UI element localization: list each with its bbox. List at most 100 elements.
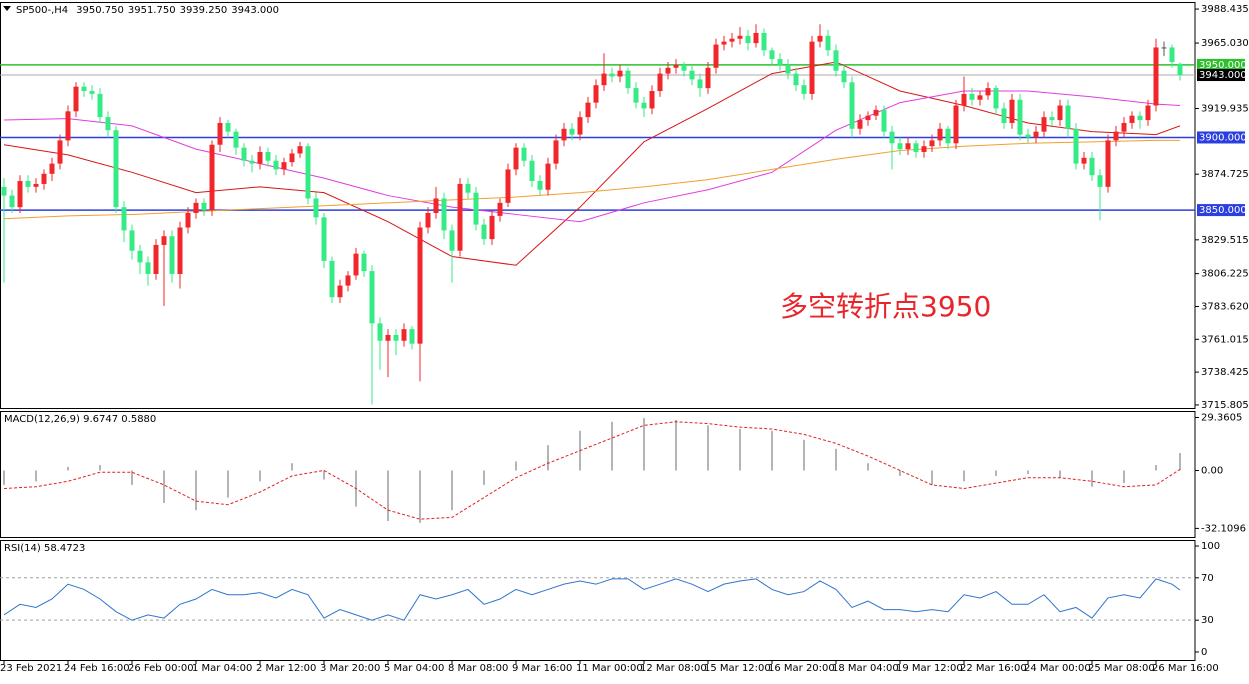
y-tick-label: 3874.725 xyxy=(1201,169,1249,180)
candle-body xyxy=(1025,134,1031,138)
candle-body xyxy=(521,147,527,161)
candle-body xyxy=(73,86,79,112)
candle-body xyxy=(497,202,503,216)
candle-body xyxy=(273,160,279,170)
candle-body xyxy=(945,128,951,144)
candle-body xyxy=(345,275,351,286)
candle-body xyxy=(585,102,591,118)
last-price-label: 3943.000 xyxy=(1199,70,1247,81)
candle-body xyxy=(825,35,831,51)
header-value: 3950.750 xyxy=(76,5,124,16)
candle-body xyxy=(681,64,687,71)
candle-body xyxy=(705,67,711,89)
candle-body xyxy=(401,329,407,341)
candle-body xyxy=(385,334,391,341)
candle-body xyxy=(33,183,39,187)
candle-body xyxy=(1089,157,1095,176)
candle-body xyxy=(849,82,855,129)
candle-body xyxy=(529,160,535,182)
candle-body xyxy=(1001,108,1007,123)
y-tick-label: 3988.435 xyxy=(1201,4,1249,15)
x-tick-label: 11 Mar 00:00 xyxy=(576,663,643,674)
x-tick-label: 9 Mar 16:00 xyxy=(512,663,572,674)
candle-body xyxy=(353,253,359,276)
candle-body xyxy=(433,198,439,213)
candle-body xyxy=(337,285,343,298)
candle-body xyxy=(593,85,599,103)
candle-body xyxy=(105,117,111,131)
candle-body xyxy=(1137,115,1143,121)
indicator-title: MACD(12,26,9) 9.6747 0.5880 xyxy=(4,414,156,425)
candle-body xyxy=(1057,105,1063,121)
x-tick-label: 23 Feb 2021 xyxy=(0,663,62,674)
x-tick-label: 24 Feb 16:00 xyxy=(64,663,130,674)
header-value: 3939.250 xyxy=(180,5,228,16)
candle-body xyxy=(777,59,783,65)
x-tick-label: 18 Mar 04:00 xyxy=(832,663,899,674)
panel-frame xyxy=(0,540,1196,661)
candle-body xyxy=(545,163,551,190)
candle-body xyxy=(465,183,471,193)
candle-body xyxy=(753,32,759,44)
candle-body xyxy=(865,115,871,121)
indicator-title: SP500-,H4 xyxy=(16,5,68,16)
candle-body xyxy=(489,215,495,240)
candle-body xyxy=(25,181,31,187)
candle-body xyxy=(1065,105,1071,129)
x-tick-label: 26 Feb 00:00 xyxy=(128,663,194,674)
candle-body xyxy=(305,146,311,199)
candle-body xyxy=(457,183,463,251)
candle-body xyxy=(729,38,735,42)
candle-body xyxy=(577,117,583,135)
candle-body xyxy=(513,147,519,170)
candle-body xyxy=(785,64,791,74)
candle-body xyxy=(561,128,567,141)
candle-body xyxy=(449,230,455,251)
moving-average xyxy=(3,61,1181,266)
candle-body xyxy=(329,260,335,298)
candle-body xyxy=(1097,175,1103,187)
candle-body xyxy=(1073,128,1079,164)
candle-body xyxy=(209,144,215,211)
candle-body xyxy=(673,64,679,68)
candle-body xyxy=(1113,131,1119,141)
candle-body xyxy=(1121,122,1127,132)
y-tick-label: 3919.935 xyxy=(1201,104,1249,115)
candle-body xyxy=(689,70,695,80)
y-tick-label: -32.1096 xyxy=(1201,523,1246,534)
candle-body xyxy=(201,202,207,211)
candle-body xyxy=(817,35,823,42)
candle-body xyxy=(993,88,999,109)
candle-body xyxy=(1017,99,1023,135)
candle-body xyxy=(169,236,175,274)
level-box xyxy=(1197,204,1245,217)
candle-body xyxy=(1,186,7,196)
candle-body xyxy=(257,151,263,164)
candle-body xyxy=(1033,131,1039,138)
candle-body xyxy=(841,70,847,83)
candle-body xyxy=(913,143,919,152)
candle-body xyxy=(1081,157,1087,164)
x-tick-label: 5 Mar 04:00 xyxy=(384,663,444,674)
candle-body xyxy=(113,130,119,208)
candle-body xyxy=(193,202,199,213)
candle-body xyxy=(265,151,271,161)
panel-frame xyxy=(0,2,1196,409)
candle-body xyxy=(249,160,255,164)
y-tick-label: 30 xyxy=(1201,615,1214,626)
x-tick-label: 25 Mar 08:00 xyxy=(1088,663,1155,674)
candle-body xyxy=(809,41,815,94)
x-tick-label: 26 Mar 16:00 xyxy=(1152,663,1219,674)
header-value: 3951.750 xyxy=(128,5,176,16)
candle-body xyxy=(1145,105,1151,121)
candle-body xyxy=(1177,63,1183,76)
candle-body xyxy=(625,70,631,89)
rsi-line xyxy=(3,578,1181,621)
candle-body xyxy=(969,93,975,100)
candle-body xyxy=(889,131,895,144)
candle-body xyxy=(833,50,839,71)
candle-body xyxy=(241,147,247,161)
